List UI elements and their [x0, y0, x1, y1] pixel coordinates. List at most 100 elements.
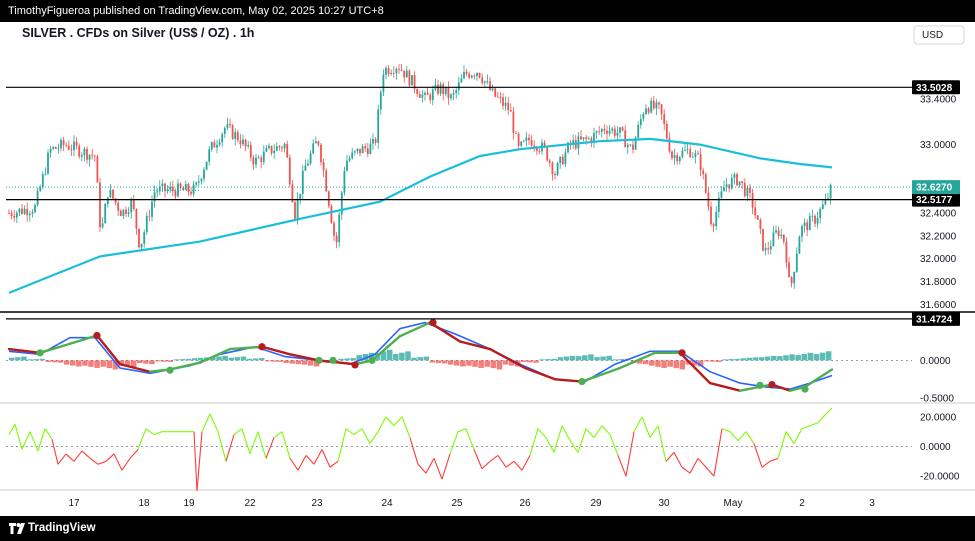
macd-histogram-bar: [746, 357, 753, 361]
candle-body: [252, 157, 255, 165]
chart-canvas[interactable]: 33.4000 33.0000 32.4000 32.2000 32.0000 31.80…: [0, 22, 975, 516]
candle-body: [130, 199, 133, 213]
macd-histogram-bar: [191, 358, 198, 361]
candle-body: [96, 156, 99, 183]
macd-histogram-bar: [783, 355, 789, 361]
oscillator-segment: [449, 431, 459, 455]
oscillator-segment: [121, 458, 131, 471]
oscillator-segment: [617, 455, 627, 477]
oscillator-segment: [257, 431, 267, 459]
candle-body: [47, 152, 49, 174]
candle-body: [811, 215, 814, 217]
oscillator-segment: [433, 458, 443, 480]
oscillator-segment: [209, 413, 219, 432]
macd-histogram-bar: [246, 358, 253, 361]
candle-body: [769, 246, 772, 250]
macd-signal-segment: [198, 347, 232, 364]
macd-cross-dot: [315, 356, 323, 364]
time-tick-label: 26: [519, 498, 531, 509]
candle-body: [502, 97, 504, 106]
candle-body: [106, 197, 109, 204]
level-price-tag: [912, 311, 960, 326]
candle-body: [361, 146, 364, 154]
oscillator-segment: [51, 438, 59, 465]
candle-body: [398, 68, 400, 70]
candle-body: [262, 151, 265, 162]
candle-body: [21, 208, 23, 214]
candle-body: [715, 211, 718, 227]
candle-body: [730, 177, 733, 189]
candle-body: [795, 253, 798, 272]
macd-histogram-bar: [478, 360, 484, 368]
candle-body: [455, 90, 458, 94]
published-text: TimothyFigueroa published on TradingView…: [8, 5, 384, 17]
macd-cross-dot: [801, 385, 809, 393]
macd-histogram-bar: [758, 357, 765, 361]
macd-histogram-bar: [271, 360, 277, 362]
candle-body: [83, 148, 86, 155]
currency-box[interactable]: [913, 25, 965, 45]
candle-body: [145, 215, 148, 233]
candle-body: [405, 70, 408, 78]
candle-body: [114, 198, 117, 203]
price-tick-label: 32.4000: [920, 209, 957, 220]
candle-body: [413, 75, 416, 90]
candle-body: [535, 147, 538, 151]
candle-body: [390, 72, 393, 74]
oscillator-segment: [713, 428, 723, 477]
candle-body: [104, 203, 107, 224]
macd-histogram-bar: [508, 360, 515, 366]
macd-signal-segment: [523, 366, 557, 381]
candle-body: [153, 192, 156, 202]
osc-tick-label: -20.0000: [920, 472, 960, 483]
candle-body: [392, 72, 395, 74]
candle-body: [327, 191, 330, 206]
oscillator-segment: [8, 423, 16, 435]
candle-body: [138, 228, 140, 248]
oscillator-segment: [153, 431, 163, 436]
macd-line: [8, 321, 833, 390]
candle-body: [143, 232, 146, 244]
macd-signal-segment: [678, 351, 712, 385]
candle-body: [411, 75, 413, 86]
candle-body: [333, 223, 335, 236]
macd-histogram-bar: [88, 360, 94, 367]
macd-histogram-bar: [429, 360, 436, 363]
oscillator-segment: [697, 457, 707, 468]
macd-histogram-bar: [551, 358, 558, 361]
oscillator-segment: [793, 428, 803, 444]
candle-body: [265, 148, 268, 152]
oscillator-segment: [337, 428, 347, 462]
candle-body: [400, 69, 403, 71]
candle-body: [762, 228, 764, 251]
candle-body: [457, 82, 460, 91]
candle-body: [678, 156, 681, 162]
macd-histogram-bar: [606, 355, 612, 361]
candle-body: [725, 184, 728, 188]
oscillator-segment: [21, 431, 31, 450]
macd-histogram-bar: [484, 360, 491, 367]
candle-body: [31, 212, 34, 214]
macd-signal-segment: [260, 345, 292, 356]
macd-histogram-bar: [277, 360, 283, 362]
candle-body: [429, 94, 432, 101]
candle-body: [366, 148, 369, 154]
candle-body: [322, 162, 325, 171]
oscillator-segment: [593, 425, 603, 438]
candle-body: [546, 146, 549, 161]
oscillator-segment: [329, 460, 339, 468]
level-price-label: 32.5177: [916, 195, 953, 206]
candle-body: [447, 86, 450, 99]
candle-body: [340, 192, 343, 215]
macd-signal-segment: [38, 342, 72, 355]
oscillator-segment: [193, 431, 198, 491]
candle-body: [8, 213, 10, 214]
candle-body: [689, 149, 692, 158]
macd-histogram-bar: [588, 354, 594, 361]
candle-body: [320, 144, 322, 163]
candle-body: [736, 174, 738, 186]
candle-body: [671, 151, 673, 159]
oscillator-segment: [489, 454, 499, 462]
time-tick-label: 2: [799, 498, 805, 509]
